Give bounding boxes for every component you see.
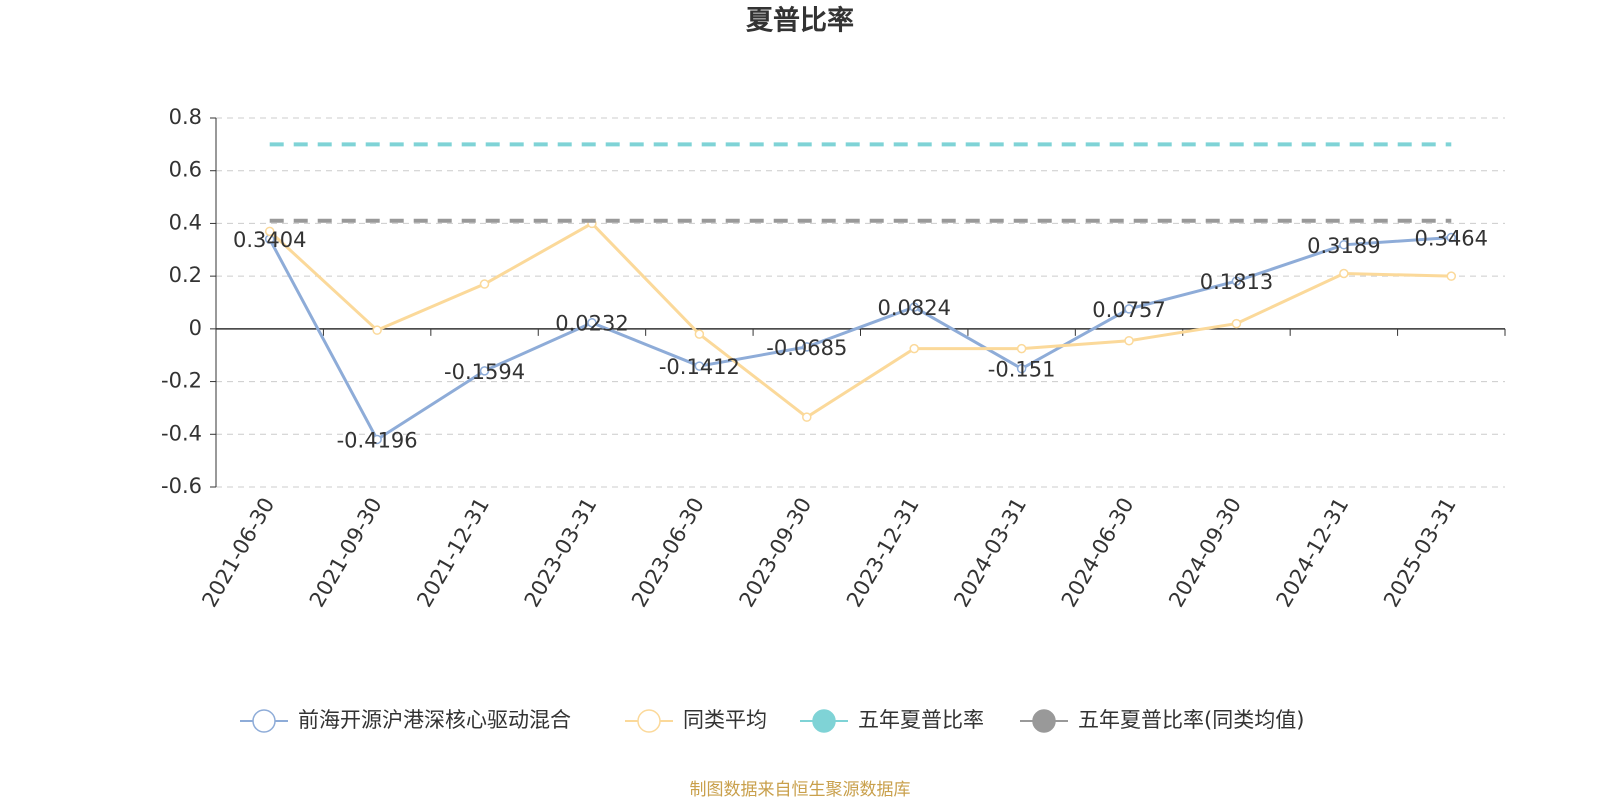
data-point (802, 342, 812, 352)
data-point (372, 434, 382, 445)
data-point (1016, 343, 1027, 354)
data-point (1016, 363, 1027, 374)
data-point (1231, 318, 1242, 329)
x-tick-label: 2021-09-30 (305, 494, 387, 612)
y-tick-label: 0.4 (169, 210, 202, 234)
data-point (694, 361, 705, 371)
data-point (587, 317, 597, 328)
data-label: -0.4196 (337, 428, 418, 452)
data-point (479, 279, 490, 289)
x-tick-label: 2021-06-30 (197, 494, 279, 612)
x-tick-label: 2024-03-31 (949, 494, 1031, 612)
y-tick-label: 0 (189, 316, 202, 340)
x-tick-label: 2025-03-31 (1379, 494, 1461, 612)
x-tick-label: 2023-09-30 (735, 494, 817, 612)
data-point (1339, 240, 1349, 250)
x-tick-label: 2021-12-31 (412, 493, 494, 611)
data-label: 0.1813 (1200, 270, 1273, 294)
source-note: 制图数据来自恒生聚源数据库 (690, 780, 911, 800)
y-tick-label: 0.8 (169, 105, 202, 129)
data-label: 0.3189 (1307, 234, 1380, 258)
series-line (268, 221, 1452, 419)
data-label: 0.0757 (1092, 298, 1165, 322)
data-point (802, 412, 812, 422)
y-tick-label: -0.6 (161, 474, 202, 498)
data-point (1124, 304, 1134, 314)
legend-label: 前海开源沪港深核心驱动混合 (298, 708, 571, 732)
data-point (909, 343, 919, 354)
x-tick-label: 2023-12-31 (842, 493, 924, 611)
data-label: 0.0824 (877, 296, 950, 320)
data-label: -0.151 (988, 358, 1056, 382)
data-point (479, 366, 490, 376)
legend-symbol (812, 709, 836, 733)
data-point (694, 329, 705, 339)
legend-symbol (252, 709, 276, 733)
data-point (1231, 276, 1242, 286)
data-label: -0.1594 (444, 360, 525, 384)
y-tick-label: -0.4 (161, 421, 202, 445)
x-tick-label: 2023-06-30 (627, 494, 709, 612)
legend-symbol (1032, 709, 1056, 733)
legend-label: 同类平均 (683, 708, 767, 732)
data-label: 0.3464 (1415, 227, 1488, 251)
data-point (1339, 268, 1349, 279)
x-tick-label: 2024-12-31 (1272, 494, 1354, 612)
data-label: 0.0232 (555, 312, 628, 336)
legend-label: 五年夏普比率(同类均值) (1078, 708, 1304, 732)
data-point (264, 226, 275, 237)
y-tick-label: 0.2 (169, 263, 202, 287)
data-point (1446, 232, 1457, 243)
data-point (372, 325, 382, 335)
data-point (909, 302, 919, 312)
legend-symbol (637, 709, 661, 733)
data-label: -0.1412 (659, 355, 740, 379)
y-tick-label: 0.6 (169, 158, 202, 182)
x-tick-label: 2024-09-30 (1164, 494, 1246, 612)
x-tick-label: 2023-03-31 (520, 494, 602, 612)
chart-title: 夏普比率 (746, 5, 854, 37)
data-point (1446, 271, 1457, 281)
data-label: 0.3404 (233, 228, 306, 252)
series-line (268, 236, 1452, 442)
x-tick-label: 2024-06-30 (1057, 494, 1139, 612)
data-point (1124, 335, 1134, 346)
data-label: -0.0685 (766, 336, 847, 360)
y-tick-label: -0.2 (161, 369, 202, 393)
legend-label: 五年夏普比率 (858, 708, 984, 732)
